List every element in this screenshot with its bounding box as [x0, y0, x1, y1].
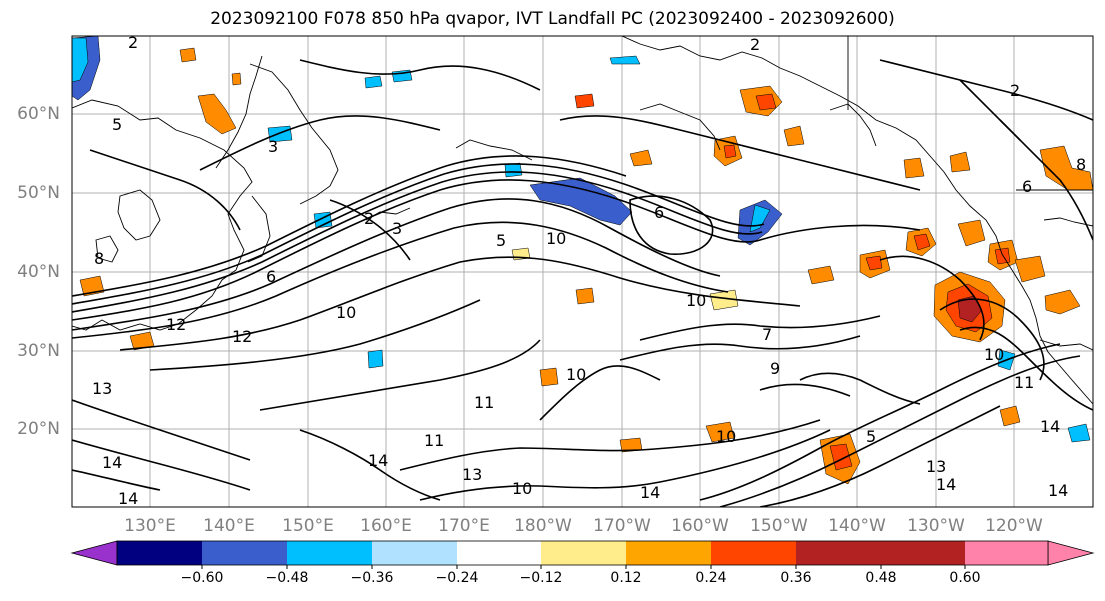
colorbar-segment	[626, 541, 711, 565]
contour-label: 11	[424, 431, 444, 450]
contour-label: 5	[866, 427, 876, 446]
contour-label: 13	[92, 379, 112, 398]
contour-label: 13	[926, 457, 946, 476]
longitude-label: 130°W	[907, 516, 965, 536]
colorbar-extend-low	[70, 540, 118, 566]
contour-label: 10	[716, 427, 736, 446]
map-title: 2023092100 F078 850 hPa qvapor, IVT Land…	[210, 9, 895, 29]
longitude-label: 180°W	[514, 516, 572, 536]
contour-label: 11	[474, 393, 494, 412]
contour-label: 14	[640, 483, 660, 502]
contour-label: 14	[102, 453, 122, 472]
longitude-label: 170°E	[438, 516, 490, 536]
contour-label: 2	[750, 35, 760, 54]
longitude-label: 140°W	[828, 516, 886, 536]
contour-label: 14	[118, 489, 138, 508]
longitude-label: 140°E	[203, 516, 255, 536]
contour-label: 7	[762, 325, 772, 344]
colorbar-tick-label: 0.12	[610, 570, 642, 586]
contour-label: 14	[1040, 417, 1060, 436]
longitude-label: 170°W	[593, 516, 651, 536]
contour-label: 5	[112, 115, 122, 134]
contour-label: 2	[128, 33, 138, 52]
map-frame	[71, 35, 1094, 508]
longitude-label: 150°E	[282, 516, 334, 536]
contour-label: 2	[364, 209, 374, 228]
contour-label: 8	[1076, 155, 1086, 174]
contour-label: 12	[166, 315, 186, 334]
contour-label: 14	[368, 451, 388, 470]
contour-label: 14	[936, 475, 956, 494]
colorbar-segment	[541, 541, 626, 565]
colorbar-tick-label: 0.60	[949, 570, 981, 586]
colorbar-segment	[711, 541, 796, 565]
contour-label: 11	[1014, 373, 1034, 392]
contour-label: 3	[268, 137, 278, 156]
colorbar-segment	[372, 541, 457, 565]
longitude-label: 160°W	[671, 516, 729, 536]
contour-label: 10	[566, 365, 586, 384]
longitude-label: 150°W	[750, 516, 808, 536]
colorbar-tick-label: 0.36	[780, 570, 812, 586]
contour-label: 6	[266, 267, 276, 286]
colorbar-segment	[457, 541, 541, 565]
latitude-label: 30°N	[17, 341, 60, 361]
longitude-label: 130°E	[124, 516, 176, 536]
colorbar-tick-label: −0.60	[180, 570, 224, 586]
colorbar-tick-label: 0.48	[865, 570, 897, 586]
colorbar-segment	[796, 541, 881, 565]
contour-label: 2	[1010, 81, 1020, 100]
colorbar-ticks	[201, 565, 966, 569]
contour-label: 5	[496, 231, 506, 250]
longitude-label: 160°E	[360, 516, 412, 536]
colorbar-tick-label: 0.24	[695, 570, 727, 586]
contour-label: 10	[512, 479, 532, 498]
contour-label: 10	[984, 345, 1004, 364]
contour-label: 6	[654, 203, 664, 222]
latitude-label: 60°N	[17, 104, 60, 124]
contour-label: 9	[770, 359, 780, 378]
contour-label: 10	[546, 229, 566, 248]
colorbar-tick-label: −0.48	[265, 570, 309, 586]
contour-label: 13	[462, 465, 482, 484]
contour-label: 12	[232, 327, 252, 346]
contour-label: 6	[1022, 177, 1032, 196]
colorbar-segment	[881, 541, 965, 565]
latitude-label: 40°N	[17, 262, 60, 282]
anomaly-shading	[72, 36, 1093, 485]
colorbar-tick-label: −0.24	[435, 570, 479, 586]
contour-label: 10	[336, 303, 356, 322]
colorbar-tick-label: −0.36	[350, 570, 394, 586]
coastlines	[72, 36, 1093, 405]
colorbar-segment	[287, 541, 372, 565]
colorbar-extend-high	[1047, 540, 1095, 566]
colorbar-segment	[965, 541, 1048, 565]
contour-label: 10	[686, 291, 706, 310]
contour-label: 8	[94, 249, 104, 268]
contour-label: 14	[1048, 481, 1068, 500]
contour-label: 3	[392, 219, 402, 238]
colorbar-segment	[202, 541, 287, 565]
contour-label-group: 2 2 3 5 2 3 5 6 8 6 2 12 10 10 10 13 14 …	[92, 33, 1086, 508]
latitude-label: 50°N	[17, 183, 60, 203]
latitude-label: 20°N	[17, 419, 60, 439]
contour-lines	[72, 59, 1093, 507]
colorbar-tick-label: −0.12	[519, 570, 563, 586]
gridlines	[72, 36, 1093, 507]
colorbar-segment	[117, 541, 202, 565]
longitude-label: 120°W	[985, 516, 1043, 536]
colorbar-outline	[116, 540, 1049, 566]
